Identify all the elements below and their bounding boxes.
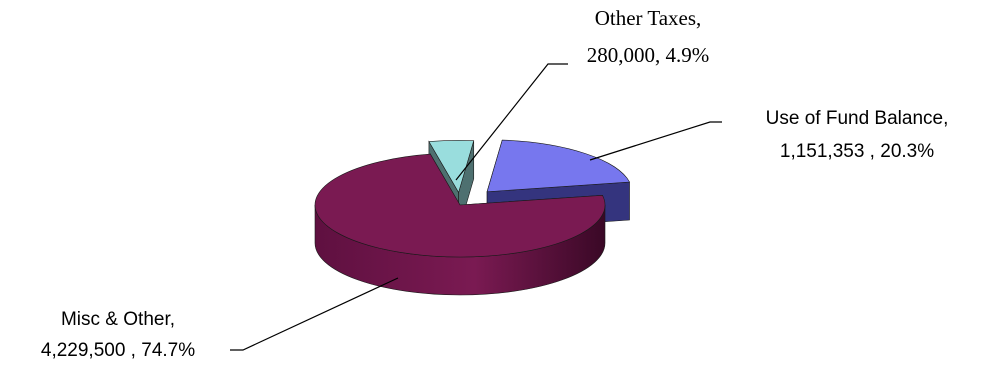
slice-top-face: [486, 139, 631, 193]
pie-slices: [314, 139, 631, 296]
label-other-taxes-percent: 4.9%: [666, 43, 710, 67]
label-use-of-fund-balance-values: 1,151,353 , 20.3%: [780, 141, 934, 162]
leader-line-use-of-fund-balance: [589, 121, 722, 161]
slice-top-face: [428, 140, 475, 194]
label-other-taxes-values: 280,000, 4.9%: [587, 43, 710, 67]
leader-lines: [230, 63, 722, 351]
label-other-taxes-value: 280,000: [587, 43, 655, 67]
leader-line-other-taxes: [455, 63, 568, 181]
label-misc-other-percent: 74.7%: [141, 340, 195, 361]
slice-misc-other: [314, 152, 606, 296]
leader-line-misc-other: [230, 277, 399, 351]
label-other-taxes-category: Other Taxes,: [595, 6, 702, 30]
label-misc-other-values: 4,229,500 , 74.7%: [41, 340, 195, 361]
slice-top-face: [314, 153, 606, 258]
label-misc-other-value: 4,229,500: [41, 340, 126, 361]
label-use-of-fund-balance-percent: 20.3%: [880, 141, 934, 162]
label-misc-other-category: Misc & Other,: [61, 309, 175, 330]
label-use-of-fund-balance-value: 1,151,353: [780, 141, 865, 162]
label-use-of-fund-balance-category: Use of Fund Balance,: [766, 108, 949, 129]
